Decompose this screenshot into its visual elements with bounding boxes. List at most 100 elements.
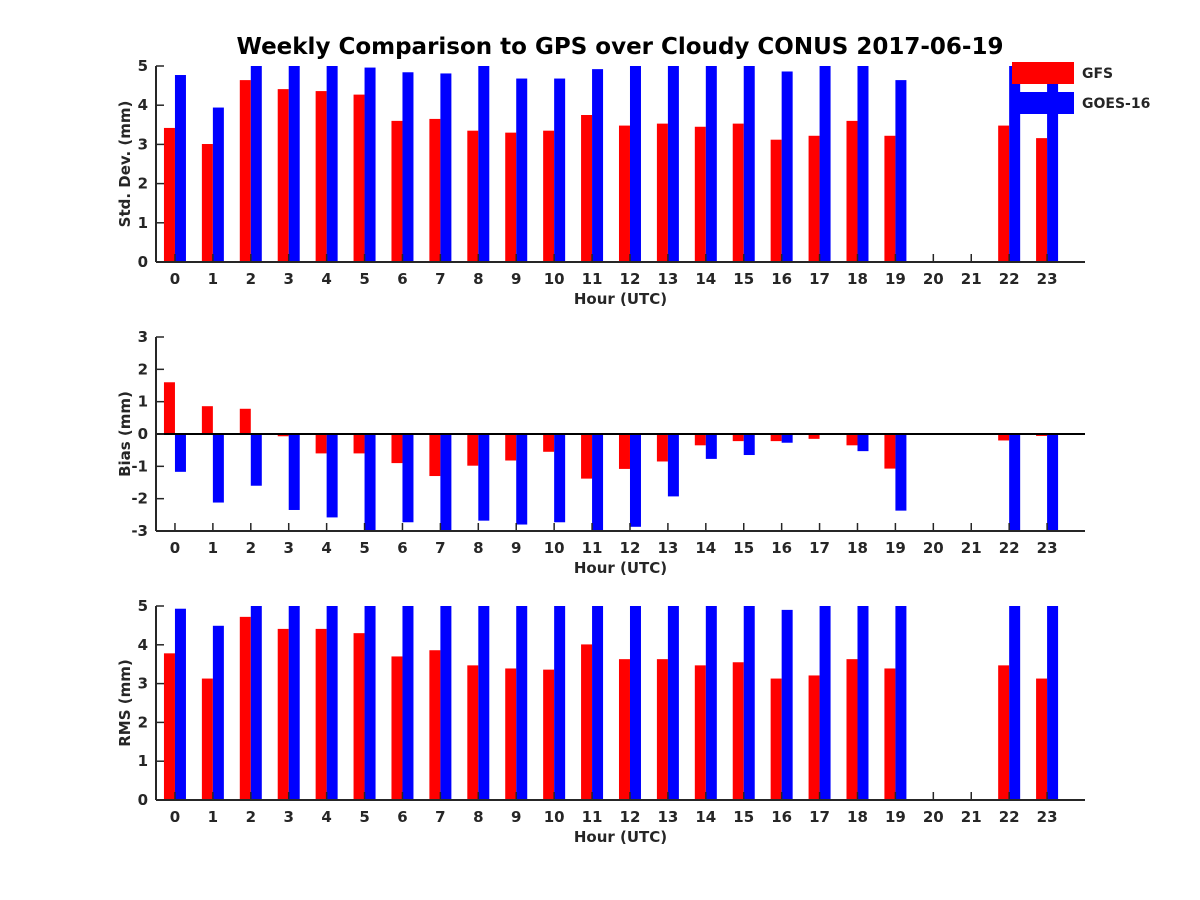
x-tick-label: 1 (208, 808, 218, 826)
bar-gfs-hour-0 (163, 127, 175, 262)
x-tick-label: 5 (359, 270, 369, 288)
x-tick-label: 14 (695, 270, 716, 288)
bar-gfs-hour-3 (277, 628, 289, 800)
bar-goes-16-hour-13 (667, 66, 679, 262)
bar-gfs-hour-6 (391, 656, 403, 800)
bar-goes-16-hour-17 (819, 66, 831, 262)
bar-goes-16-hour-0 (174, 75, 186, 263)
x-tick-label: 15 (733, 539, 754, 557)
x-tick-label: 18 (847, 808, 868, 826)
y-axis-label: Bias (mm) (116, 391, 134, 477)
x-tick-label: 19 (885, 539, 906, 557)
bar-goes-16-hour-15 (743, 606, 755, 800)
y-tick-label: 3 (138, 328, 148, 346)
bar-goes-16-hour-6 (402, 72, 414, 262)
x-tick-label: 22 (999, 808, 1020, 826)
x-tick-label: 20 (923, 270, 944, 288)
bar-gfs-hour-15 (732, 434, 744, 442)
bar-gfs-hour-22 (998, 665, 1010, 800)
y-tick-label: 3 (138, 135, 148, 153)
bar-goes-16-hour-1 (212, 434, 224, 503)
x-tick-label: 3 (283, 270, 293, 288)
y-tick-label: 0 (138, 791, 148, 809)
bar-goes-16-hour-5 (364, 67, 376, 263)
bar-goes-16-hour-7 (440, 606, 452, 800)
bar-gfs-hour-6 (391, 434, 403, 464)
x-tick-label: 4 (321, 539, 331, 557)
bar-goes-16-hour-7 (440, 73, 452, 262)
figure-title: Weekly Comparison to GPS over Cloudy CON… (237, 34, 1004, 60)
bar-gfs-hour-14 (694, 665, 706, 800)
x-tick-label: 3 (283, 539, 293, 557)
x-tick-label: 4 (321, 808, 331, 826)
y-tick-label: 1 (138, 214, 148, 232)
x-tick-label: 21 (961, 270, 982, 288)
bar-goes-16-hour-19 (895, 80, 907, 262)
x-tick-label: 10 (544, 539, 565, 557)
bar-gfs-hour-17 (808, 675, 820, 800)
x-tick-label: 4 (321, 270, 331, 288)
x-tick-label: 11 (582, 808, 603, 826)
x-tick-label: 19 (885, 808, 906, 826)
x-tick-label: 6 (397, 808, 407, 826)
bar-gfs-hour-22 (998, 125, 1010, 262)
bar-goes-16-hour-0 (174, 608, 186, 800)
x-tick-label: 17 (809, 270, 830, 288)
bar-goes-16-hour-18 (857, 434, 869, 452)
bar-goes-16-hour-2 (250, 606, 262, 800)
bar-gfs-hour-0 (163, 653, 175, 800)
bar-gfs-hour-2 (239, 80, 251, 262)
x-tick-label: 10 (544, 270, 565, 288)
x-tick-label: 5 (359, 808, 369, 826)
bar-gfs-hour-18 (846, 434, 858, 446)
bar-goes-16-hour-7 (440, 434, 452, 531)
y-tick-label: 0 (138, 253, 148, 271)
bar-goes-16-hour-23 (1047, 434, 1059, 531)
bar-goes-16-hour-6 (402, 434, 414, 523)
bar-gfs-hour-15 (732, 662, 744, 800)
bar-goes-16-hour-8 (478, 66, 490, 262)
bar-goes-16-hour-4 (326, 606, 338, 800)
bar-gfs-hour-5 (353, 94, 365, 262)
bar-gfs-hour-18 (846, 120, 858, 262)
x-tick-label: 19 (885, 270, 906, 288)
x-tick-label: 13 (657, 808, 678, 826)
bar-gfs-hour-4 (315, 628, 327, 800)
bar-gfs-hour-12 (618, 434, 630, 469)
bar-gfs-hour-8 (467, 434, 479, 466)
bar-goes-16-hour-10 (554, 606, 566, 800)
bar-gfs-hour-14 (694, 434, 706, 446)
x-tick-label: 16 (771, 808, 792, 826)
x-tick-label: 23 (1037, 808, 1058, 826)
bar-gfs-hour-8 (467, 130, 479, 262)
x-tick-label: 8 (473, 539, 483, 557)
legend-swatch-goes-16 (1012, 92, 1074, 114)
bar-goes-16-hour-14 (705, 66, 717, 262)
bar-goes-16-hour-11 (592, 606, 604, 800)
legend-label-goes-16: GOES-16 (1082, 96, 1150, 112)
x-tick-label: 7 (435, 539, 445, 557)
bar-goes-16-hour-3 (288, 434, 300, 510)
bar-goes-16-hour-19 (895, 606, 907, 800)
bar-gfs-hour-0 (163, 382, 175, 434)
bar-gfs-hour-10 (543, 434, 555, 452)
bar-gfs-hour-3 (277, 89, 289, 263)
bar-gfs-hour-9 (505, 132, 517, 262)
bar-gfs-hour-7 (429, 434, 441, 477)
x-tick-label: 2 (246, 270, 256, 288)
bar-gfs-hour-13 (656, 123, 668, 263)
bar-gfs-hour-16 (770, 434, 782, 442)
x-tick-label: 1 (208, 270, 218, 288)
x-tick-label: 16 (771, 270, 792, 288)
bar-gfs-hour-11 (581, 115, 593, 262)
bar-goes-16-hour-8 (478, 434, 490, 521)
x-tick-label: 6 (397, 539, 407, 557)
bar-gfs-hour-3 (277, 434, 289, 437)
y-tick-label: 2 (138, 175, 148, 193)
bar-gfs-hour-5 (353, 633, 365, 800)
bar-gfs-hour-17 (808, 434, 820, 439)
x-tick-label: 21 (961, 808, 982, 826)
